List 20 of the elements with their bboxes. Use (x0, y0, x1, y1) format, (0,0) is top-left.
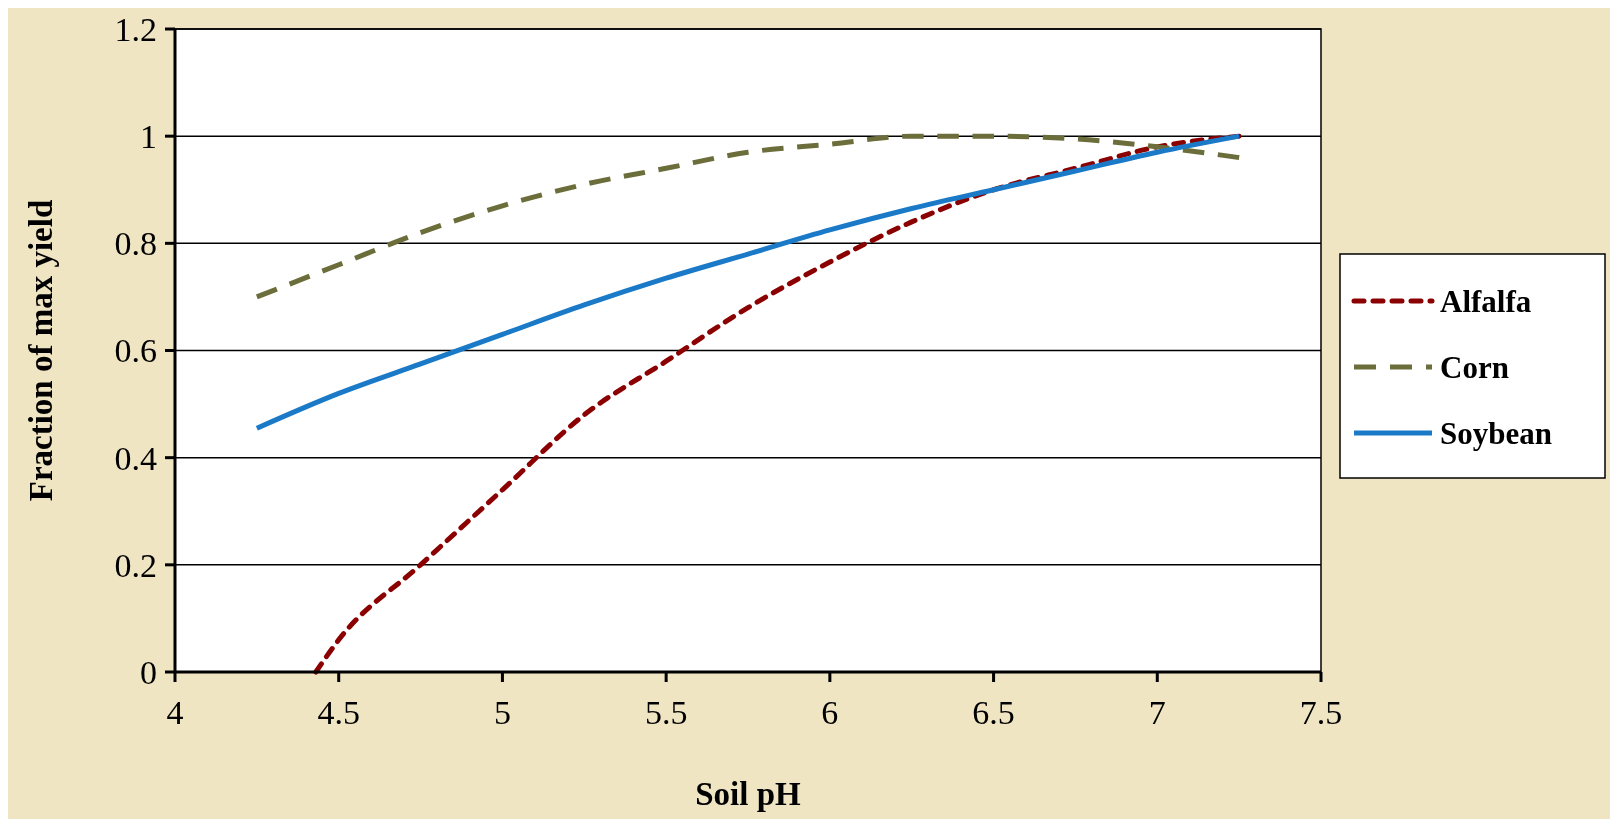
y-tick-label: 0.2 (114, 546, 157, 584)
legend-label: Soybean (1440, 415, 1552, 451)
x-tick-label: 7.5 (1299, 694, 1343, 731)
y-tick-label: 0 (140, 653, 157, 691)
x-tick-label: 5.5 (644, 694, 688, 731)
x-tick-label: 7 (1148, 694, 1166, 731)
y-tick-label: 0.8 (114, 225, 157, 263)
y-tick-label: 0.4 (114, 439, 157, 477)
legend-label: Alfalfa (1440, 283, 1532, 319)
x-tick-label: 4.5 (317, 694, 360, 731)
y-axis-title: Fraction of max yield (23, 199, 59, 502)
y-tick-label: 1 (140, 118, 157, 156)
y-tick-label: 0.6 (114, 332, 157, 370)
x-tick-label: 4 (166, 694, 184, 731)
x-tick-label: 6 (821, 694, 839, 731)
legend-label: Corn (1440, 349, 1509, 385)
x-tick-label: 6.5 (972, 694, 1015, 731)
x-tick-label: 5 (493, 694, 511, 731)
y-tick-label: 1.2 (114, 10, 157, 48)
x-axis-title: Soil pH (695, 776, 802, 812)
